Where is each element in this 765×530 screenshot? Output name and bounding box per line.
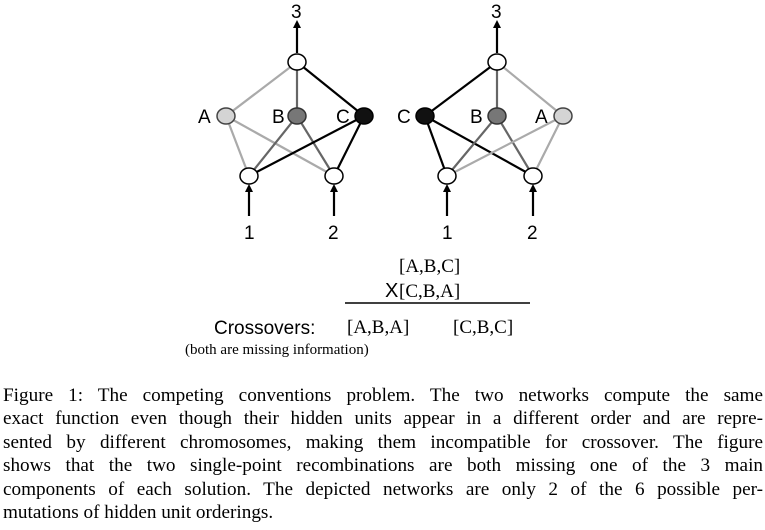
left-hidden-node-c [354, 107, 374, 125]
left-input-label-2: 2 [328, 223, 339, 244]
left-output-node [287, 53, 307, 71]
left-output-label: 3 [291, 2, 302, 23]
caption-line: mutations of hidden unit orderings. [3, 502, 274, 524]
left-input-node-2 [324, 167, 344, 185]
cross-symbol: X [385, 280, 398, 302]
right-output-label: 3 [491, 2, 502, 23]
right-hidden-label-a: A [535, 107, 548, 128]
right-edges-c [423, 61, 534, 177]
right-hidden-label-c: C [397, 107, 411, 128]
caption-line: sented by different chromosomes, making … [3, 431, 763, 453]
parent-1-chromosome: [A,B,C] [399, 256, 460, 277]
right-hidden-label-b: B [470, 107, 483, 128]
left-input-node-1 [239, 167, 259, 185]
left-edges-b [248, 62, 335, 177]
left-hidden-node-b [287, 107, 307, 125]
figure-1-diagram: 3 A B C 1 2 [185, 2, 573, 358]
right-input-node-1 [437, 167, 457, 185]
crossover-offspring-1: [A,B,A] [347, 317, 409, 338]
right-edges-b [446, 62, 534, 177]
right-hidden-node-b [487, 107, 507, 125]
left-edges-c [248, 61, 365, 177]
left-hidden-label-a: A [198, 107, 211, 128]
right-network: 3 C B A 1 2 [397, 2, 573, 244]
left-hidden-label-c: C [336, 107, 350, 128]
crossover-illustration: [A,B,C] X [C,B,A] Crossovers: [A,B,A] [C… [185, 256, 530, 358]
right-hidden-node-a [553, 107, 573, 125]
left-hidden-label-b: B [272, 107, 285, 128]
crossovers-note: (both are missing information) [185, 342, 369, 358]
caption-line: exact function even though their hidden … [3, 408, 763, 430]
crossovers-label: Crossovers: [214, 318, 315, 339]
right-input-label-2: 2 [527, 223, 538, 244]
caption-line: components of each solution. The depicte… [3, 478, 763, 500]
right-input-label-1: 1 [442, 223, 453, 244]
right-hidden-node-c [415, 107, 435, 125]
left-hidden-node-a [216, 107, 236, 125]
right-output-node [487, 53, 507, 71]
right-edges-a [446, 61, 564, 177]
parent-2-chromosome: [C,B,A] [399, 281, 460, 302]
figure-caption: Figure 1: The competing conventions prob… [3, 384, 763, 524]
left-input-label-1: 1 [244, 223, 255, 244]
left-edges-a [224, 61, 335, 177]
left-network: 3 A B C 1 2 [198, 2, 374, 244]
right-input-node-2 [523, 167, 543, 185]
caption-line: Figure 1: The competing conventions prob… [3, 385, 763, 406]
caption-line: shows that the two single-point recombin… [3, 455, 763, 477]
crossover-offspring-2: [C,B,C] [453, 317, 513, 338]
